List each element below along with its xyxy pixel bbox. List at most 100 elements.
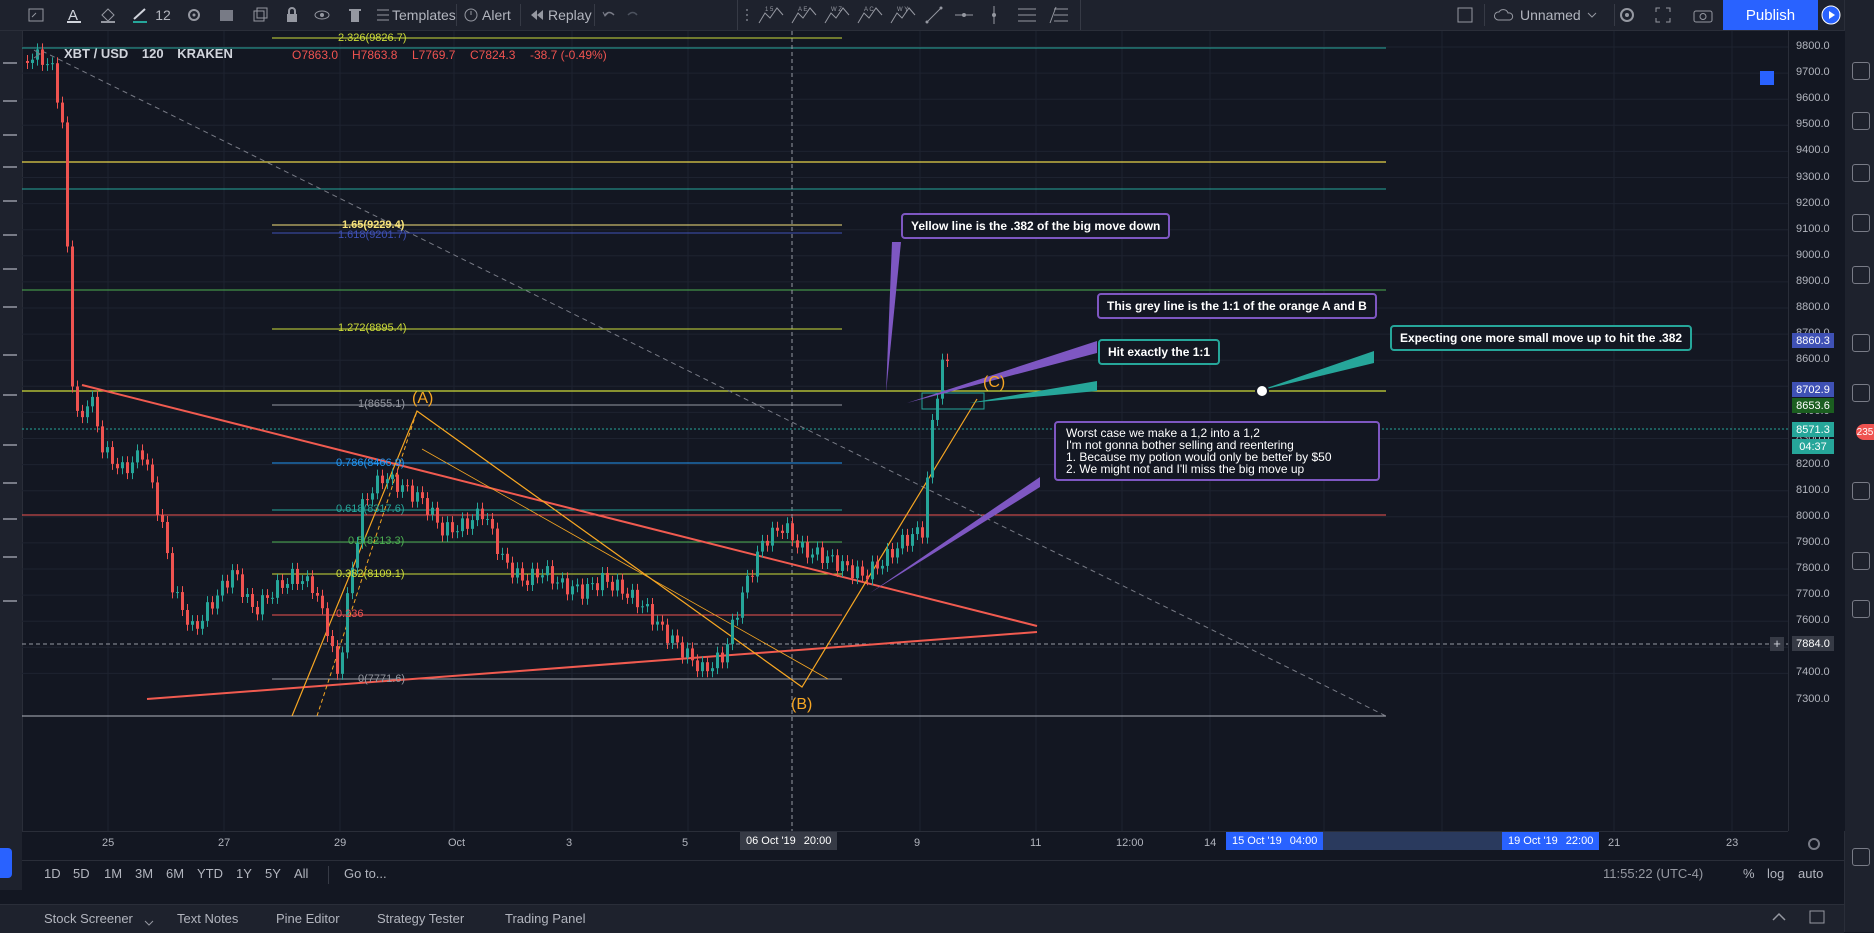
candle [246, 594, 249, 597]
area-style-icon[interactable] [216, 4, 238, 26]
select-layout-icon[interactable] [1456, 4, 1474, 26]
candle [566, 578, 569, 595]
symbol-legend[interactable]: XBT / USD 120 KRAKEN [64, 46, 233, 61]
fullscreen-icon[interactable] [1652, 4, 1674, 26]
clone-icon[interactable] [250, 4, 272, 26]
line-color-icon[interactable] [128, 4, 152, 26]
gear-icon[interactable] [184, 4, 204, 26]
text-color-icon[interactable]: A [62, 4, 86, 26]
range-button-5d[interactable]: 5D [73, 866, 90, 881]
range-button-1y[interactable]: 1Y [236, 866, 252, 881]
chevron-up-icon[interactable] [1770, 908, 1788, 926]
clock-label[interactable]: 11:55:22 (UTC-4) [1603, 866, 1704, 881]
indicator-toggle-icon[interactable] [1760, 71, 1774, 85]
layout-name-button[interactable]: Unnamed [1520, 7, 1581, 23]
elliott-triple-combo-icon[interactable]: W Z [822, 4, 852, 26]
fib-extension-icon[interactable] [1046, 4, 1072, 26]
chart-type-icon[interactable] [24, 4, 50, 26]
pitchfork-tool-icon[interactable] [3, 134, 17, 136]
percent-toggle[interactable]: % [1743, 866, 1755, 881]
price-chart[interactable] [22, 31, 1788, 831]
callout-expecting[interactable]: Expecting one more small move up to hit … [1390, 325, 1693, 351]
icon-tool-icon[interactable] [3, 306, 17, 308]
callout-yellow-line[interactable]: Yellow line is the .382 of the big move … [901, 213, 1171, 239]
chevron-down-icon[interactable] [144, 914, 154, 926]
candle [291, 568, 294, 584]
watchlist-icon[interactable] [1852, 62, 1870, 80]
redo-icon[interactable] [624, 4, 642, 26]
ideas-icon[interactable] [1852, 334, 1870, 352]
tab-text-notes[interactable]: Text Notes [177, 911, 239, 926]
alerts-icon[interactable] [1852, 112, 1870, 130]
legend-collapse-icon[interactable] [30, 46, 54, 62]
templates-button[interactable]: Templates [392, 7, 456, 23]
add-alert-icon[interactable]: + [1770, 637, 1784, 651]
axis-settings-gear-icon[interactable] [1806, 836, 1822, 852]
tab-strategy-tester[interactable]: Strategy Tester [377, 911, 465, 926]
range-button-1d[interactable]: 1D [44, 866, 61, 881]
eye-toggle-icon[interactable] [3, 556, 17, 558]
fib-label: 0.5(8213.3) [348, 535, 405, 547]
line-width-select[interactable]: 12 [155, 7, 171, 23]
settings-gear-icon[interactable] [1616, 4, 1638, 26]
hide-toolbar-button[interactable] [0, 848, 12, 878]
tab-stock-screener[interactable]: Stock Screener [44, 911, 133, 926]
trash-icon[interactable] [346, 4, 364, 26]
range-button-3m[interactable]: 3M [135, 866, 154, 881]
hotlist-icon[interactable] [1852, 214, 1870, 232]
range-button-ytd[interactable]: YTD [197, 866, 223, 881]
eye-icon[interactable] [312, 4, 332, 26]
callout-grey-line[interactable]: This grey line is the 1:1 of the orange … [1097, 293, 1377, 319]
fib-retracement-icon[interactable] [1014, 4, 1040, 26]
magnet-icon[interactable] [3, 444, 17, 446]
range-button-6m[interactable]: 6M [166, 866, 185, 881]
horizontal-line-icon[interactable] [952, 4, 976, 26]
alert-button[interactable]: Alert [482, 7, 511, 23]
drag-handle-icon[interactable] [741, 4, 753, 26]
brush-tool-icon[interactable] [3, 166, 17, 168]
lock-icon[interactable] [284, 4, 300, 26]
trend-line-icon[interactable] [922, 4, 946, 26]
ruler-icon[interactable] [3, 354, 17, 356]
order-panel-icon[interactable] [1852, 600, 1870, 618]
elliott-double-combo-icon[interactable]: W Y [888, 4, 918, 26]
tab-trading-panel[interactable]: Trading Panel [505, 911, 586, 926]
chevron-down-icon[interactable] [1586, 4, 1598, 26]
elliott-impulse-icon[interactable]: 1 5 [756, 4, 786, 26]
range-button-all[interactable]: All [294, 866, 309, 881]
log-toggle[interactable]: log [1767, 866, 1785, 881]
candle [61, 102, 64, 123]
range-button-5y[interactable]: 5Y [265, 866, 281, 881]
remove-drawings-icon[interactable] [3, 600, 17, 602]
notifications-icon[interactable] [1852, 482, 1870, 500]
callout-hit[interactable]: Hit exactly the 1:1 [1098, 339, 1221, 365]
range-button-1m[interactable]: 1M [104, 866, 123, 881]
prediction-tool-icon[interactable] [3, 268, 17, 270]
auto-toggle[interactable]: auto [1798, 866, 1824, 881]
lock-drawings-icon[interactable] [3, 482, 17, 484]
elliott-correction-icon[interactable]: A C [855, 4, 885, 26]
hide-drawings-icon[interactable] [3, 518, 17, 520]
vertical-line-icon[interactable] [982, 4, 1006, 26]
pattern-tool-icon[interactable] [3, 234, 17, 236]
cursor-tool-icon[interactable] [3, 62, 17, 64]
line-tool-icon[interactable] [3, 100, 17, 102]
zoom-icon[interactable] [3, 394, 17, 396]
calendar-icon[interactable] [1852, 266, 1870, 284]
help-icon[interactable] [1852, 848, 1870, 866]
calculator-icon[interactable] [1852, 552, 1870, 570]
text-tool-icon[interactable] [3, 200, 17, 202]
callout-worst-case[interactable]: Worst case we make a 1,2 into a 1,2 I'm … [1054, 421, 1380, 481]
chats-icon[interactable] [1852, 384, 1870, 402]
data-window-icon[interactable] [1852, 164, 1870, 182]
maximize-panel-icon[interactable] [1808, 908, 1826, 926]
publish-button[interactable]: Publish [1723, 0, 1818, 30]
elliott-triangle-icon[interactable]: A E [789, 4, 819, 26]
play-icon[interactable] [1818, 0, 1844, 30]
camera-icon[interactable] [1692, 4, 1714, 26]
fill-color-icon[interactable] [96, 4, 120, 26]
replay-button[interactable]: Replay [548, 7, 592, 23]
undo-icon[interactable] [600, 4, 618, 26]
goto-button[interactable]: Go to... [344, 866, 387, 881]
tab-pine-editor[interactable]: Pine Editor [276, 911, 340, 926]
